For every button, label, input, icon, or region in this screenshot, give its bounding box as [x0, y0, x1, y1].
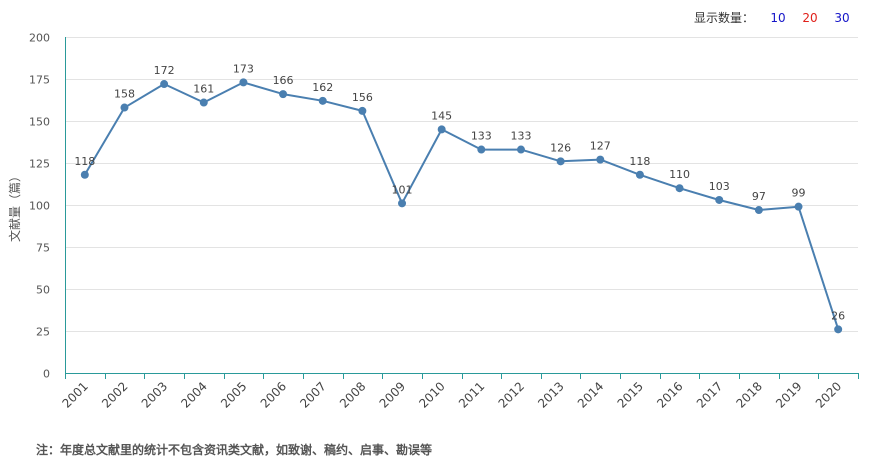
series-line [83, 81, 840, 330]
data-label: 126 [550, 141, 571, 154]
y-tick-labels: 0 25 50 75 100 125 150 175 200 [29, 32, 50, 381]
data-point [437, 125, 446, 134]
data-label: 156 [352, 91, 373, 104]
data-label: 26 [831, 309, 845, 322]
x-tick-label: 2016 [654, 379, 685, 410]
x-tick-label: 2013 [535, 379, 566, 410]
footnote: 注：年度总文献里的统计不包含资讯类文献，如致谢、稿约、启事、勘误等 [36, 443, 433, 457]
x-tick-label: 2017 [694, 379, 725, 410]
x-tick-label: 2020 [813, 379, 844, 410]
display-count-option-30[interactable]: 30 [834, 10, 850, 25]
data-point [358, 106, 367, 115]
x-tick-label: 2004 [178, 379, 209, 410]
x-tick-label: 2007 [297, 379, 328, 410]
y-tick-label: 125 [29, 158, 50, 171]
data-label: 158 [114, 88, 135, 101]
data-point [715, 195, 724, 204]
gridlines [65, 37, 858, 332]
y-tick-label: 25 [36, 326, 50, 339]
x-tick-label: 2014 [575, 379, 606, 410]
x-tick-label: 2010 [416, 379, 447, 410]
data-point [754, 206, 763, 215]
y-tick-label: 50 [36, 284, 50, 297]
data-label: 110 [669, 168, 690, 181]
y-tick-label: 200 [29, 32, 50, 45]
x-tick-label: 2012 [496, 379, 527, 410]
data-label: 118 [74, 155, 95, 168]
data-point [318, 96, 327, 105]
x-tick-labels: 2001 2002 2003 2004 2005 2006 2007 2008 2009 2010… [59, 379, 844, 410]
data-label: 101 [392, 183, 413, 196]
x-tick-label: 2005 [218, 379, 249, 410]
display-count-control: 显示数量： 10 20 30 [694, 9, 858, 26]
x-tick-label: 2002 [99, 379, 130, 410]
y-tick-label: 75 [36, 242, 50, 255]
data-label: 166 [273, 74, 294, 87]
data-point [160, 80, 169, 89]
data-point [675, 184, 684, 193]
x-tick-label: 2003 [139, 379, 170, 410]
data-point [477, 145, 486, 154]
y-tick-label: 100 [29, 200, 50, 213]
data-label: 103 [709, 180, 730, 193]
y-axis-label: 文献量（篇） [7, 170, 22, 242]
data-label: 173 [233, 62, 254, 75]
data-label: 145 [431, 109, 452, 122]
data-point [794, 202, 803, 211]
x-tick-label: 2001 [59, 379, 90, 410]
data-label: 127 [590, 140, 611, 153]
data-point [556, 157, 565, 166]
x-tick-label: 2015 [615, 379, 646, 410]
x-tick-label: 2019 [773, 379, 804, 410]
data-point [279, 90, 288, 99]
display-count-option-10[interactable]: 10 [770, 10, 786, 25]
axes [65, 37, 859, 379]
data-point [834, 325, 843, 334]
x-tick-label: 2009 [377, 379, 408, 410]
data-label: 161 [193, 83, 214, 96]
data-labels: 118 158 172 161 173 166 162 156 101 145 133 133 126 1… [74, 62, 845, 322]
data-point [239, 78, 248, 87]
data-point [635, 170, 644, 179]
y-tick-label: 0 [43, 368, 50, 381]
y-tick-label: 150 [29, 116, 50, 129]
data-label: 133 [510, 130, 531, 143]
data-point [516, 145, 525, 154]
data-point [80, 170, 89, 179]
y-tick-label: 175 [29, 74, 50, 87]
data-point [120, 103, 129, 112]
x-tick-label: 2018 [733, 379, 764, 410]
data-label: 118 [629, 155, 650, 168]
data-label: 162 [312, 81, 333, 94]
series-layer [80, 78, 843, 334]
x-tick-label: 2011 [456, 379, 487, 410]
x-tick-label: 2008 [337, 379, 368, 410]
display-count-option-20[interactable]: 20 [802, 10, 818, 25]
display-count-label: 显示数量： [693, 11, 754, 25]
data-point [199, 98, 208, 107]
data-label: 97 [752, 190, 766, 203]
data-label: 172 [154, 64, 175, 77]
data-point [398, 199, 407, 208]
data-point [596, 155, 605, 164]
data-label: 133 [471, 130, 492, 143]
data-label: 99 [792, 187, 806, 200]
x-tick-label: 2006 [258, 379, 289, 410]
